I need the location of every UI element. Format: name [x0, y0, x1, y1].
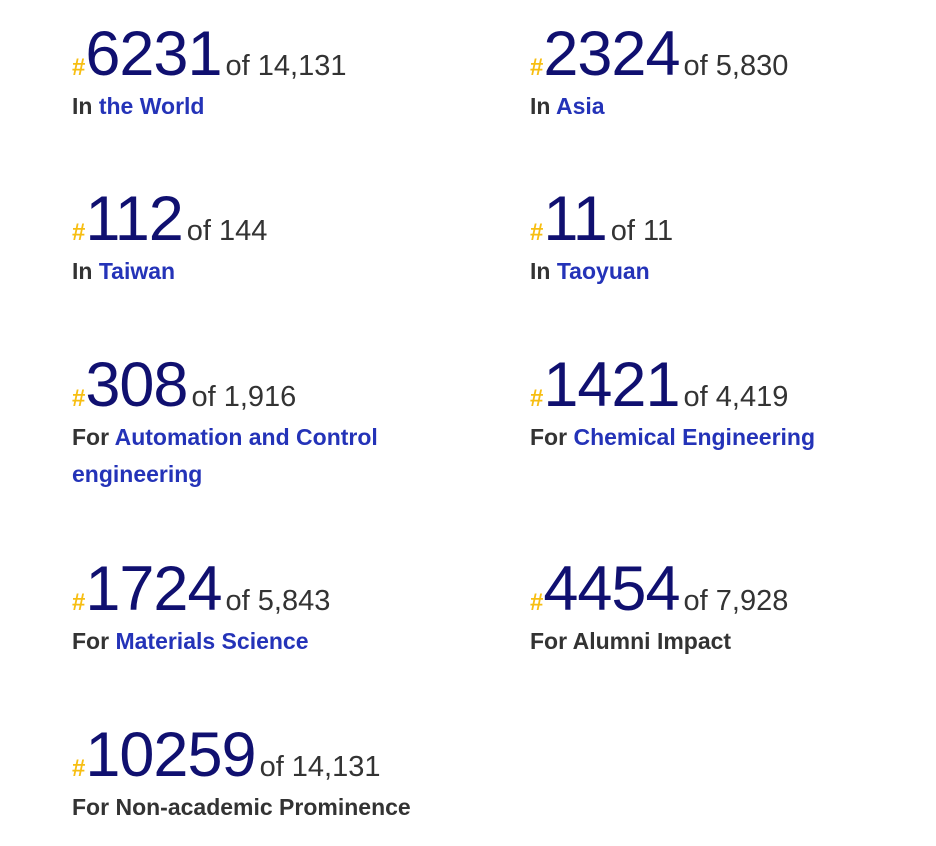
- ranking-category: Alumni Impact: [572, 628, 732, 654]
- hash-icon: #: [530, 589, 544, 616]
- ranking-label: For Non-academic Prominence: [72, 789, 412, 826]
- rank-total: of 5,843: [225, 585, 331, 617]
- rank-number: 2324: [543, 19, 680, 89]
- ranking-label: For Chemical Engineering: [530, 419, 870, 456]
- ranking-item: #1421 of 4,419 For Chemical Engineering: [530, 354, 930, 456]
- rank-number: 11: [543, 184, 607, 254]
- label-prefix: In: [530, 258, 551, 284]
- ranking-category-link[interactable]: Asia: [556, 93, 605, 119]
- rank-total: of 144: [186, 215, 268, 247]
- ranking-category-link[interactable]: Taiwan: [98, 258, 176, 284]
- rank-line: #4454 of 7,928: [530, 558, 930, 621]
- ranking-item: #11 of 11 In Taoyuan: [530, 188, 930, 290]
- label-prefix: For: [72, 628, 110, 654]
- rank-line: #11 of 11: [530, 188, 930, 251]
- hash-icon: #: [72, 755, 86, 782]
- rank-line: #1421 of 4,419: [530, 354, 930, 417]
- rank-total: of 4,419: [683, 381, 789, 413]
- rank-total: of 11: [610, 215, 674, 247]
- label-prefix: For: [530, 628, 568, 654]
- hash-icon: #: [72, 589, 86, 616]
- rank-line: #1724 of 5,843: [72, 558, 472, 621]
- label-prefix: For: [72, 794, 110, 820]
- label-prefix: In: [72, 258, 93, 284]
- ranking-category-link[interactable]: Automation and Control engineering: [72, 424, 378, 487]
- ranking-item: #112 of 144 In Taiwan: [72, 188, 472, 290]
- ranking-label: In Asia: [530, 88, 870, 125]
- ranking-category-link[interactable]: Materials Science: [115, 628, 309, 654]
- ranking-label: For Alumni Impact: [530, 623, 870, 660]
- rank-number: 1724: [85, 554, 222, 624]
- ranking-category: Non-academic Prominence: [115, 794, 411, 820]
- rank-line: #308 of 1,916: [72, 354, 472, 417]
- ranking-label: In Taoyuan: [530, 253, 870, 290]
- label-prefix: For: [530, 424, 568, 450]
- ranking-item: #6231 of 14,131 In the World: [72, 23, 472, 125]
- ranking-category-link[interactable]: the World: [98, 93, 205, 119]
- rank-total: of 5,830: [683, 50, 789, 82]
- ranking-item: #4454 of 7,928 For Alumni Impact: [530, 558, 930, 660]
- rank-number: 10259: [85, 720, 256, 790]
- rank-line: #10259 of 14,131: [72, 724, 472, 787]
- ranking-label: For Materials Science: [72, 623, 412, 660]
- rank-total: of 14,131: [225, 50, 347, 82]
- ranking-label: In Taiwan: [72, 253, 412, 290]
- rank-line: #112 of 144: [72, 188, 472, 251]
- rank-line: #2324 of 5,830: [530, 23, 930, 86]
- ranking-label: For Automation and Control engineering: [72, 419, 412, 493]
- hash-icon: #: [530, 54, 544, 81]
- hash-icon: #: [530, 385, 544, 412]
- rank-line: #6231 of 14,131: [72, 23, 472, 86]
- ranking-label: In the World: [72, 88, 412, 125]
- ranking-category-link[interactable]: Chemical Engineering: [573, 424, 816, 450]
- ranking-item: #10259 of 14,131 For Non-academic Prominen…: [72, 724, 472, 826]
- label-prefix: For: [72, 424, 110, 450]
- rank-total: of 1,916: [191, 381, 297, 413]
- label-prefix: In: [72, 93, 93, 119]
- ranking-category-link[interactable]: Taoyuan: [556, 258, 650, 284]
- ranking-item: #2324 of 5,830 In Asia: [530, 23, 930, 125]
- rank-number: 308: [85, 350, 188, 420]
- rank-number: 112: [85, 184, 183, 254]
- rank-number: 1421: [543, 350, 680, 420]
- hash-icon: #: [72, 219, 86, 246]
- hash-icon: #: [72, 54, 86, 81]
- ranking-item: #1724 of 5,843 For Materials Science: [72, 558, 472, 660]
- hash-icon: #: [530, 219, 544, 246]
- rank-total: of 7,928: [683, 585, 789, 617]
- rank-number: 6231: [85, 19, 222, 89]
- hash-icon: #: [72, 385, 86, 412]
- rank-number: 4454: [543, 554, 680, 624]
- ranking-item: #308 of 1,916 For Automation and Control e…: [72, 354, 472, 493]
- label-prefix: In: [530, 93, 551, 119]
- rank-total: of 14,131: [259, 751, 381, 783]
